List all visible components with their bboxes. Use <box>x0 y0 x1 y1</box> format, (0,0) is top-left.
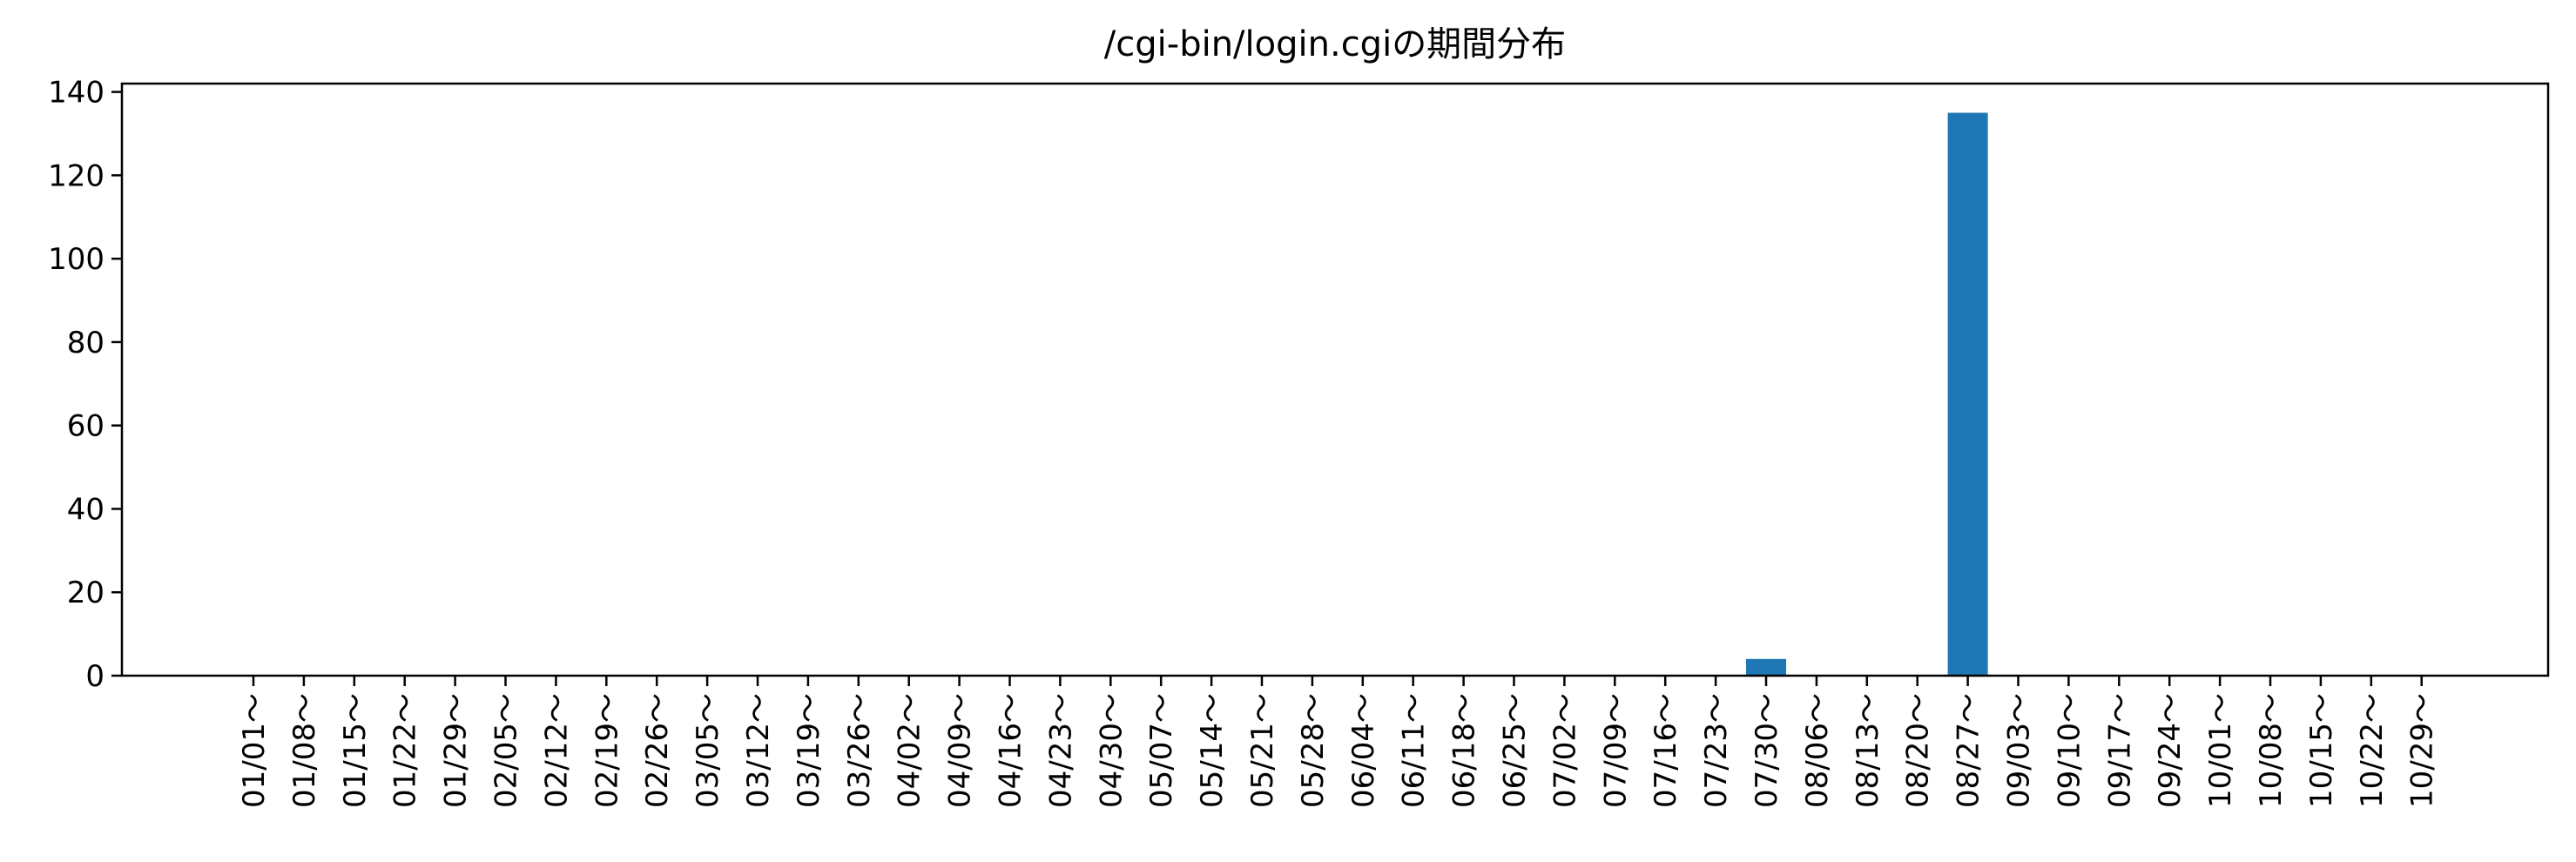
x-tick-label: 09/10～ <box>2052 693 2087 808</box>
y-tick-label: 80 <box>67 326 105 360</box>
x-tick-label: 06/18～ <box>1447 693 1482 808</box>
x-tick-label: 04/30～ <box>1094 693 1129 808</box>
y-tick-label: 140 <box>48 76 105 111</box>
y-tick-label: 40 <box>67 492 105 527</box>
x-tick-label: 10/22～ <box>2355 693 2390 808</box>
y-tick-label: 20 <box>67 576 105 610</box>
x-tick-label: 04/16～ <box>994 693 1028 808</box>
x-tick-label: 02/05～ <box>489 693 524 808</box>
x-tick-label: 01/08～ <box>287 693 322 808</box>
x-tick-label: 05/28～ <box>1296 693 1331 808</box>
bar <box>1947 112 1988 676</box>
y-axis: 0 20 40 60 80 100 120 140 <box>48 76 122 694</box>
x-tick-label: 10/29～ <box>2405 693 2440 808</box>
x-tick-label: 08/13～ <box>1851 693 1885 808</box>
x-tick-label: 08/06～ <box>1800 693 1835 808</box>
y-tick-label: 120 <box>48 158 105 193</box>
bar <box>1746 658 1786 676</box>
x-tick-label: 06/11～ <box>1397 693 1432 808</box>
x-tick-label: 07/09～ <box>1598 693 1633 808</box>
x-tick-label: 05/14～ <box>1195 693 1230 808</box>
x-tick-label: 03/05～ <box>691 693 725 808</box>
x-tick-label: 04/09～ <box>943 693 978 808</box>
x-tick-label: 10/15～ <box>2304 693 2339 808</box>
x-tick-label: 09/24～ <box>2153 693 2188 808</box>
x-tick-label: 07/30～ <box>1750 693 1784 808</box>
x-tick-label: 08/20～ <box>1901 693 1936 808</box>
x-tick-label: 07/02～ <box>1548 693 1582 808</box>
y-tick-label: 60 <box>67 409 105 444</box>
x-tick-label: 03/26～ <box>842 693 877 808</box>
x-tick-label: 03/19～ <box>792 693 826 808</box>
x-tick-label: 01/29～ <box>439 693 474 808</box>
x-tick-label: 03/12～ <box>741 693 776 808</box>
x-tick-label: 01/01～ <box>237 693 272 808</box>
x-tick-label: 02/12～ <box>539 693 574 808</box>
x-axis: 01/01～ 01/08～ 01/15～ 01/22～ 01/29～ 02/05～ 02/1… <box>237 676 2440 808</box>
y-tick-label: 0 <box>85 659 105 694</box>
chart-title: /cgi-bin/login.cgiの期間分布 <box>1104 24 1566 64</box>
x-tick-label: 06/04～ <box>1346 693 1381 808</box>
plot-frame <box>120 82 2550 677</box>
x-tick-label: 10/08～ <box>2254 693 2289 808</box>
x-tick-label: 02/26～ <box>640 693 675 808</box>
x-tick-label: 09/03～ <box>2002 693 2037 808</box>
x-tick-label: 05/07～ <box>1144 693 1179 808</box>
x-tick-label: 09/17～ <box>2102 693 2137 808</box>
x-tick-label: 10/01～ <box>2203 693 2238 808</box>
bars-layer <box>1746 112 1988 676</box>
y-tick-label: 100 <box>48 242 105 277</box>
x-tick-label: 06/25～ <box>1498 693 1533 808</box>
x-tick-label: 01/15～ <box>338 693 373 808</box>
x-tick-label: 04/02～ <box>893 693 927 808</box>
x-tick-label: 01/22～ <box>388 693 423 808</box>
x-tick-label: 05/21～ <box>1245 693 1280 808</box>
x-tick-label: 07/23～ <box>1699 693 1734 808</box>
x-tick-label: 07/16～ <box>1649 693 1683 808</box>
x-tick-label: 02/19～ <box>590 693 624 808</box>
x-tick-label: 08/27～ <box>1952 693 1986 808</box>
x-tick-label: 04/23～ <box>1043 693 1078 808</box>
